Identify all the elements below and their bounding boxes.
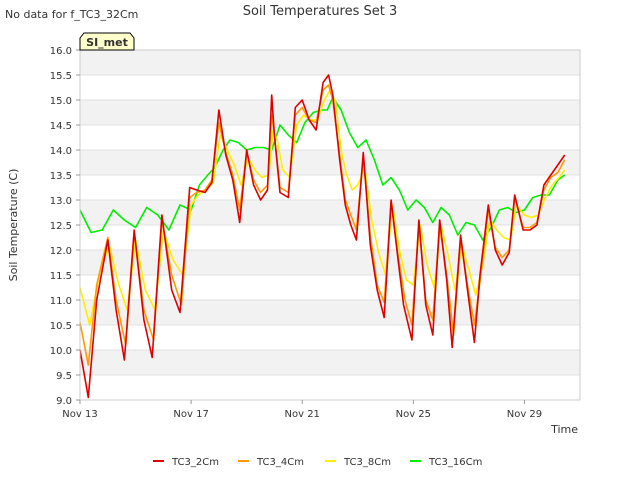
legend: TC3_2Cm TC3_4Cm TC3_8Cm TC3_16Cm bbox=[153, 457, 482, 468]
y-axis-label: Soil Temperature (C) bbox=[7, 169, 20, 282]
y-tick-label: 13.5 bbox=[50, 171, 72, 182]
series-line-tc3-2cm bbox=[79, 74, 566, 399]
y-axis-ticks: 9.0 9.5 10.0 10.5 11.0 11.5 12.0 12.5 13.0 13.5 14… bbox=[50, 46, 80, 407]
site-badge-box bbox=[79, 32, 135, 51]
legend-label: TC3_8Cm bbox=[343, 457, 391, 468]
y-tick-label: 15.0 bbox=[50, 96, 72, 107]
y-tick-label: 11.0 bbox=[50, 296, 72, 307]
y-tick-label: 12.0 bbox=[50, 246, 72, 257]
x-tick-label: Nov 21 bbox=[285, 409, 320, 420]
y-tick-label: 9.0 bbox=[56, 396, 72, 407]
legend-label: TC3_16Cm bbox=[428, 457, 482, 468]
y-tick-label: 10.0 bbox=[50, 346, 72, 357]
y-tick-label: 12.5 bbox=[50, 221, 72, 232]
legend-label: TC3_4Cm bbox=[256, 457, 304, 468]
x-axis-ticks: Nov 13 Nov 17 Nov 21 Nov 25 Nov 29 bbox=[62, 400, 542, 420]
x-axis-label: Time bbox=[550, 423, 578, 436]
grid-band bbox=[80, 300, 580, 325]
x-tick-label: Nov 13 bbox=[62, 409, 97, 420]
chart-title: Soil Temperatures Set 3 bbox=[243, 4, 398, 19]
y-tick-label: 11.5 bbox=[50, 271, 72, 282]
x-tick-label: Nov 29 bbox=[507, 409, 542, 420]
grid-band bbox=[80, 50, 580, 75]
y-tick-label: 13.0 bbox=[50, 196, 72, 207]
x-tick-label: Nov 25 bbox=[396, 409, 431, 420]
y-tick-label: 15.5 bbox=[50, 71, 72, 82]
site-badge-label: SI_met bbox=[86, 36, 128, 49]
y-tick-label: 14.5 bbox=[50, 121, 72, 132]
y-tick-label: 10.5 bbox=[50, 321, 72, 332]
no-data-note: No data for f_TC3_32Cm bbox=[5, 8, 138, 21]
y-tick-label: 14.0 bbox=[50, 146, 72, 157]
y-tick-label: 9.5 bbox=[56, 371, 72, 382]
legend-label: TC3_2Cm bbox=[171, 457, 219, 468]
grid-band bbox=[80, 350, 580, 375]
grid-band bbox=[80, 150, 580, 175]
y-tick-label: 16.0 bbox=[50, 46, 72, 57]
site-badge: SI_met bbox=[79, 32, 135, 51]
x-tick-label: Nov 17 bbox=[173, 409, 208, 420]
series-lines bbox=[79, 74, 566, 399]
